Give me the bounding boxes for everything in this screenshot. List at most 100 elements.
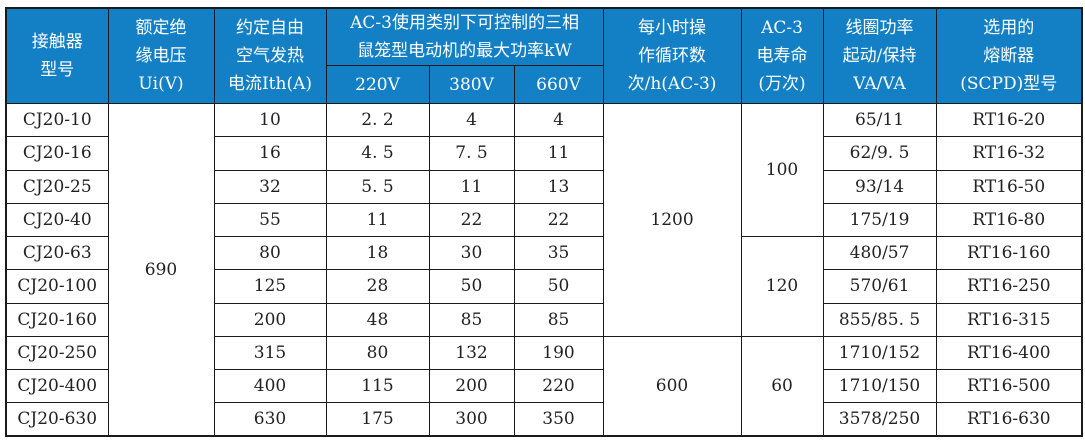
- thermal-current-cell: 80: [213, 236, 327, 271]
- header-380v: 380V: [428, 65, 515, 105]
- header-electrical-life: AC-3 电寿命 (万次): [740, 7, 824, 105]
- operating-cycles-cell: 600: [602, 335, 742, 437]
- thermal-current-cell: 315: [213, 335, 327, 370]
- power-660v-cell: 13: [513, 169, 604, 204]
- table-row: CJ20-25 32 5. 5 11 13 93/14 RT16-50: [5, 169, 1083, 204]
- model-cell: CJ20-100: [5, 269, 109, 304]
- model-cell: CJ20-10: [5, 103, 109, 138]
- coil-power-cell: 570/61: [822, 269, 937, 304]
- power-660v-cell: 220: [513, 368, 604, 404]
- header-thermal-current: 约定自由 空气发热 电流Ith(A): [213, 7, 327, 105]
- power-380v-cell: 50: [428, 269, 515, 304]
- model-cell: CJ20-63: [5, 236, 109, 271]
- fuse-type-cell: RT16-500: [935, 368, 1083, 404]
- table-row: CJ20-400 400 115 200 220 1710/150 RT16-500: [5, 368, 1083, 404]
- fuse-type-cell: RT16-250: [935, 269, 1083, 304]
- header-coil-power: 线圈功率 起动/保持 VA/VA: [822, 7, 937, 105]
- power-220v-cell: 80: [325, 335, 430, 370]
- power-220v-cell: 18: [325, 236, 430, 271]
- power-660v-cell: 11: [513, 136, 604, 171]
- table-header: 接触器 型号 额定绝 缘电压 Ui(V) 约定自由 空气发热 电流Ith(A) …: [5, 7, 1083, 105]
- coil-power-cell: 65/11: [822, 103, 937, 138]
- power-380v-cell: 85: [428, 302, 515, 337]
- fuse-type-cell: RT16-630: [935, 402, 1083, 437]
- coil-power-cell: 175/19: [822, 202, 937, 238]
- fuse-type-cell: RT16-160: [935, 236, 1083, 271]
- fuse-type-cell: RT16-50: [935, 169, 1083, 204]
- model-cell: CJ20-40: [5, 202, 109, 238]
- power-660v-cell: 85: [513, 302, 604, 337]
- power-380v-cell: 22: [428, 202, 515, 238]
- contactor-spec-table: 接触器 型号 额定绝 缘电压 Ui(V) 约定自由 空气发热 电流Ith(A) …: [5, 7, 1084, 437]
- table-row: CJ20-40 55 11 22 22 175/19 RT16-80: [5, 202, 1083, 238]
- fuse-type-cell: RT16-32: [935, 136, 1083, 171]
- power-660v-cell: 35: [513, 236, 604, 271]
- header-contactor-model: 接触器 型号: [5, 7, 109, 105]
- power-380v-cell: 132: [428, 335, 515, 370]
- coil-power-cell: 62/9. 5: [822, 136, 937, 171]
- header-220v: 220V: [325, 65, 430, 105]
- power-220v-cell: 11: [325, 202, 430, 238]
- header-operating-cycles: 每小时操 作循环数 次/h(AC-3): [602, 7, 742, 105]
- power-660v-cell: 4: [513, 103, 604, 138]
- thermal-current-cell: 55: [213, 202, 327, 238]
- table-row: CJ20-630 630 175 300 350 3578/250 RT16-630: [5, 402, 1083, 437]
- power-380v-cell: 4: [428, 103, 515, 138]
- header-660v: 660V: [513, 65, 604, 105]
- fuse-type-cell: RT16-400: [935, 335, 1083, 370]
- thermal-current-cell: 32: [213, 169, 327, 204]
- coil-power-cell: 1710/150: [822, 368, 937, 404]
- power-660v-cell: 22: [513, 202, 604, 238]
- fuse-type-cell: RT16-80: [935, 202, 1083, 238]
- table-body: CJ20-10 690 10 2. 2 4 4 1200 100 65/11 RT16-20 CJ2…: [5, 103, 1083, 437]
- coil-power-cell: 855/85. 5: [822, 302, 937, 337]
- model-cell: CJ20-400: [5, 368, 109, 404]
- thermal-current-cell: 630: [213, 402, 327, 437]
- coil-power-cell: 3578/250: [822, 402, 937, 437]
- power-220v-cell: 28: [325, 269, 430, 304]
- model-cell: CJ20-25: [5, 169, 109, 204]
- model-cell: CJ20-630: [5, 402, 109, 437]
- table-row: CJ20-250 315 80 132 190 600 60 1710/152 RT16-400: [5, 335, 1083, 437]
- operating-cycles-cell: 1200: [602, 103, 742, 337]
- fuse-type-cell: RT16-20: [935, 103, 1083, 138]
- power-380v-cell: 300: [428, 402, 515, 437]
- thermal-current-cell: 125: [213, 269, 327, 304]
- coil-power-cell: 1710/152: [822, 335, 937, 370]
- thermal-current-cell: 200: [213, 302, 327, 337]
- power-660v-cell: 350: [513, 402, 604, 437]
- power-380v-cell: 11: [428, 169, 515, 204]
- electrical-life-cell: 100: [740, 103, 824, 238]
- electrical-life-cell: 120: [740, 236, 824, 337]
- power-220v-cell: 175: [325, 402, 430, 437]
- model-cell: CJ20-160: [5, 302, 109, 337]
- power-220v-cell: 48: [325, 302, 430, 337]
- table-row: CJ20-16 16 4. 5 7. 5 11 62/9. 5 RT16-32: [5, 136, 1083, 171]
- power-220v-cell: 2. 2: [325, 103, 430, 138]
- header-insulation-voltage: 额定绝 缘电压 Ui(V): [107, 7, 215, 105]
- model-cell: CJ20-16: [5, 136, 109, 171]
- power-220v-cell: 115: [325, 368, 430, 404]
- thermal-current-cell: 10: [213, 103, 327, 138]
- table-row: CJ20-63 80 18 30 35 120 480/57 RT16-160: [5, 236, 1083, 337]
- table-row: CJ20-100 125 28 50 50 570/61 RT16-250: [5, 269, 1083, 304]
- power-660v-cell: 190: [513, 335, 604, 370]
- insulation-voltage-cell: 690: [107, 103, 215, 437]
- power-220v-cell: 4. 5: [325, 136, 430, 171]
- thermal-current-cell: 400: [213, 368, 327, 404]
- header-fuse-type: 选用的 熔断器 (SCPD)型号: [935, 7, 1083, 105]
- power-660v-cell: 50: [513, 269, 604, 304]
- thermal-current-cell: 16: [213, 136, 327, 171]
- power-380v-cell: 30: [428, 236, 515, 271]
- table-row: CJ20-10 690 10 2. 2 4 4 1200 100 65/11 RT16-20: [5, 103, 1083, 437]
- coil-power-cell: 480/57: [822, 236, 937, 271]
- fuse-type-cell: RT16-315: [935, 302, 1083, 337]
- power-380v-cell: 7. 5: [428, 136, 515, 171]
- model-cell: CJ20-250: [5, 335, 109, 370]
- power-380v-cell: 200: [428, 368, 515, 404]
- header-max-power-group: AC-3使用类别下可控制的三相 鼠笼型电动机的最大功率kW: [325, 7, 604, 67]
- coil-power-cell: 93/14: [822, 169, 937, 204]
- electrical-life-cell: 60: [740, 335, 824, 437]
- power-220v-cell: 5. 5: [325, 169, 430, 204]
